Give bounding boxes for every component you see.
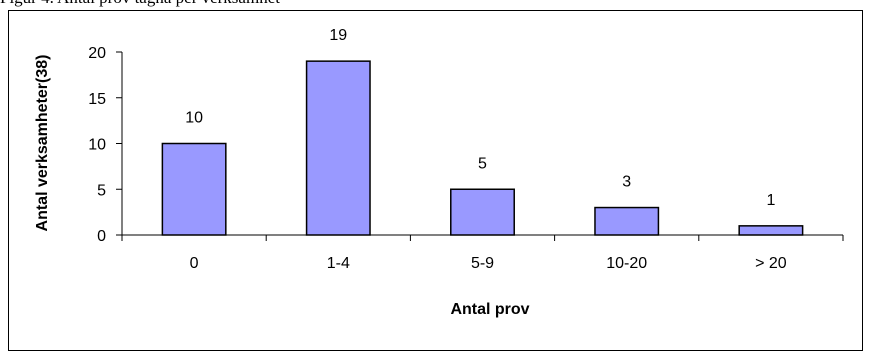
chart-frame (8, 10, 863, 351)
data-label: 3 (622, 174, 631, 191)
data-label: 19 (329, 27, 347, 44)
y-tick-label: 20 (88, 45, 106, 62)
y-axis-title: Antal verksamheter(38) (34, 55, 51, 232)
x-tick-label: > 20 (755, 255, 787, 272)
data-label: 10 (185, 110, 203, 127)
x-tick-label: 5-9 (471, 255, 494, 272)
y-axis: 0 5 10 15 20 (88, 45, 123, 245)
bar (305, 60, 371, 236)
bars (161, 60, 804, 236)
data-label: 5 (478, 155, 487, 172)
bar (161, 142, 227, 236)
bar (738, 225, 804, 236)
x-axis: 0 1-4 5-9 10-20 > 20 (121, 234, 844, 272)
data-labels: 10 19 5 3 1 (185, 27, 775, 209)
x-axis-title: Antal prov (450, 301, 529, 318)
x-tick-label: 10-20 (606, 255, 647, 272)
x-tick-label: 0 (190, 255, 199, 272)
page-header-text: Figur 4. Antal prov tagna per verksamhet (0, 0, 873, 8)
y-tick-label: 10 (88, 137, 106, 154)
y-tick-label: 5 (97, 182, 106, 199)
data-label: 1 (766, 192, 775, 209)
x-tick-label: 1-4 (327, 255, 350, 272)
y-tick-label: 0 (97, 228, 106, 245)
bar (594, 206, 660, 236)
bar (450, 188, 515, 236)
y-tick-label: 15 (88, 91, 106, 108)
